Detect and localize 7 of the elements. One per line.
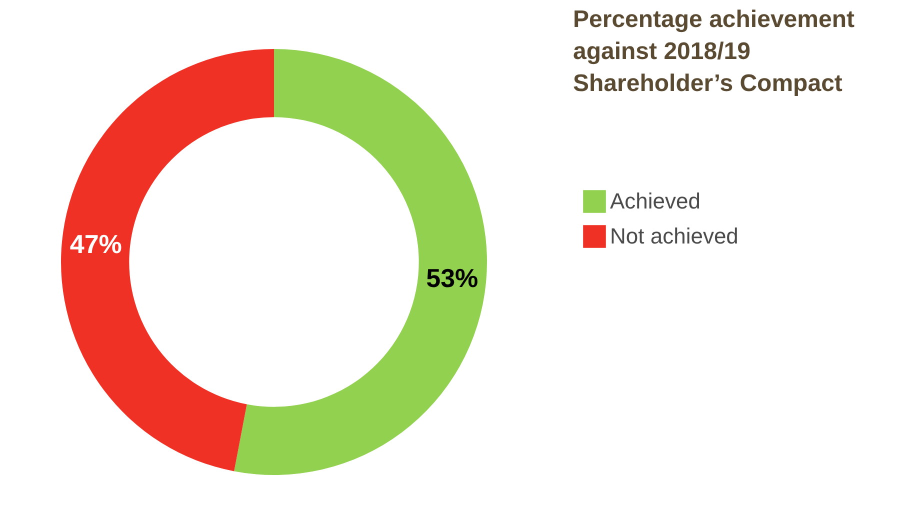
data-label: 53% [426, 262, 478, 293]
legend-label: Not achieved [610, 224, 738, 248]
donut-slice [61, 49, 274, 472]
data-label: 47% [70, 229, 122, 260]
chart-title: Percentage achievement against 2018/19 Shareholder’s Compact [573, 6, 854, 97]
donut-slice [234, 49, 487, 475]
legend-label: Achieved [610, 188, 701, 214]
